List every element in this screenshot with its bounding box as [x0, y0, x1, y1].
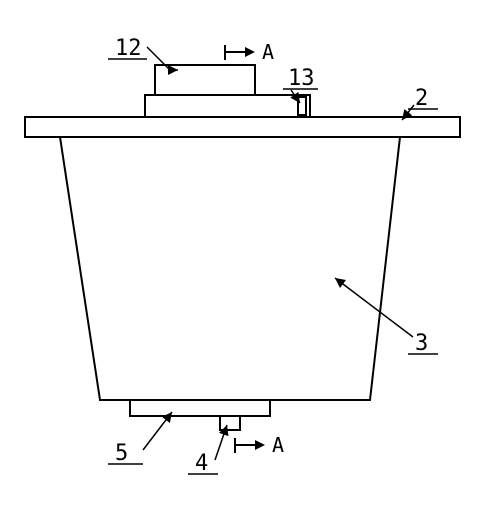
- part-3-body: [60, 137, 400, 400]
- label-12-leader: [147, 47, 178, 70]
- arrow-head: [290, 92, 300, 103]
- label-4: 4: [195, 451, 208, 476]
- label-13: 13: [288, 66, 315, 91]
- arrow-head: [162, 412, 172, 423]
- part-4: [220, 416, 240, 430]
- diagram-canvas: A A 12 13 2 3 5 4: [0, 0, 503, 512]
- part-5: [130, 400, 270, 416]
- arrow-head: [402, 109, 412, 120]
- part-13-base: [145, 95, 310, 117]
- section-label-bottom: A: [272, 433, 284, 457]
- label-3-leader: [335, 278, 413, 337]
- section-label-top: A: [262, 40, 274, 64]
- arrow-head: [245, 47, 255, 57]
- label-2: 2: [415, 86, 428, 111]
- arrow-head: [255, 440, 265, 450]
- arrow-head: [335, 278, 346, 288]
- part-2-flange: [25, 117, 460, 137]
- label-3: 3: [415, 331, 428, 356]
- label-12: 12: [115, 36, 142, 61]
- arrow-head: [168, 65, 178, 75]
- label-5: 5: [115, 441, 128, 466]
